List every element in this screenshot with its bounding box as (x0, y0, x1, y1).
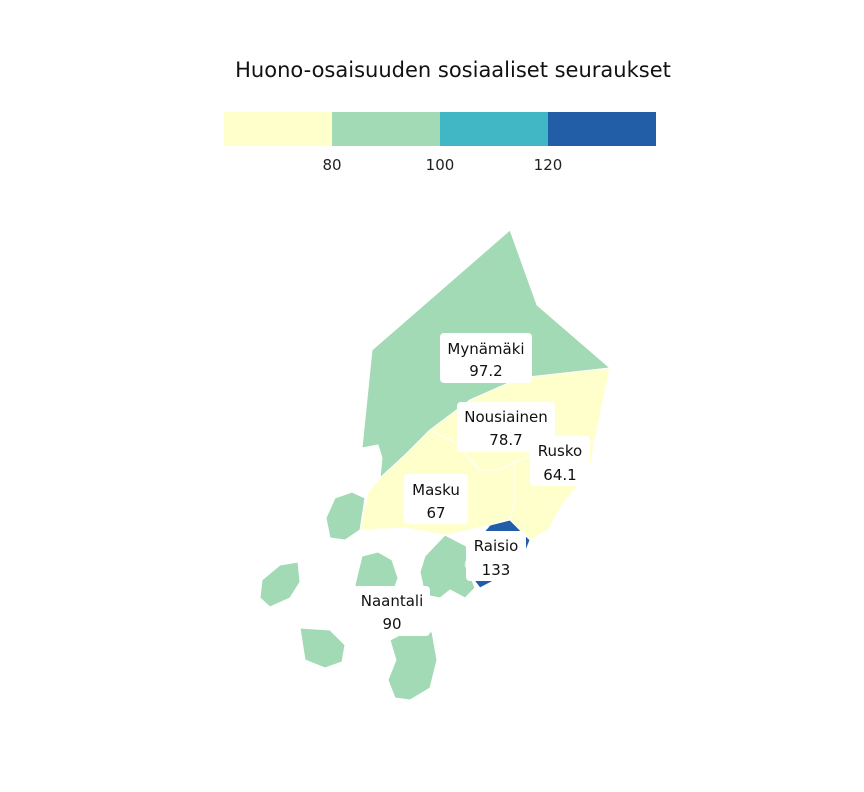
region-value: 67 (426, 504, 445, 522)
legend-bin-2 (332, 112, 440, 146)
label-raisio: Raisio 133 (466, 531, 526, 581)
label-mynamaki: Mynämäki 97.2 (440, 333, 532, 383)
region-value: 78.7 (489, 431, 522, 449)
legend: 80 100 120 (224, 112, 656, 174)
region-value: 133 (482, 561, 511, 579)
region-name: Nousiainen (464, 408, 548, 426)
legend-tick-120: 120 (534, 156, 563, 174)
map-title: Huono-osaisuuden sosiaaliset seuraukset (235, 58, 671, 82)
region-value: 64.1 (543, 466, 576, 484)
region-value: 97.2 (469, 362, 502, 380)
legend-tick-100: 100 (426, 156, 455, 174)
legend-bin-4 (548, 112, 656, 146)
legend-bin-3 (440, 112, 548, 146)
region-name: Raisio (474, 537, 519, 555)
label-rusko: Rusko 64.1 (530, 436, 590, 486)
label-masku: Masku 67 (404, 474, 468, 524)
region-name: Mynämäki (447, 340, 524, 358)
region-name: Rusko (538, 442, 582, 460)
region-name: Naantali (361, 592, 424, 610)
region-value: 90 (382, 615, 401, 633)
region-labels: Mynämäki 97.2 Nousiainen 78.7 Rusko 64.1… (354, 333, 590, 636)
legend-bin-1 (224, 112, 332, 146)
label-naantali: Naantali 90 (354, 586, 430, 636)
region-name: Masku (412, 481, 460, 499)
legend-tick-80: 80 (322, 156, 341, 174)
